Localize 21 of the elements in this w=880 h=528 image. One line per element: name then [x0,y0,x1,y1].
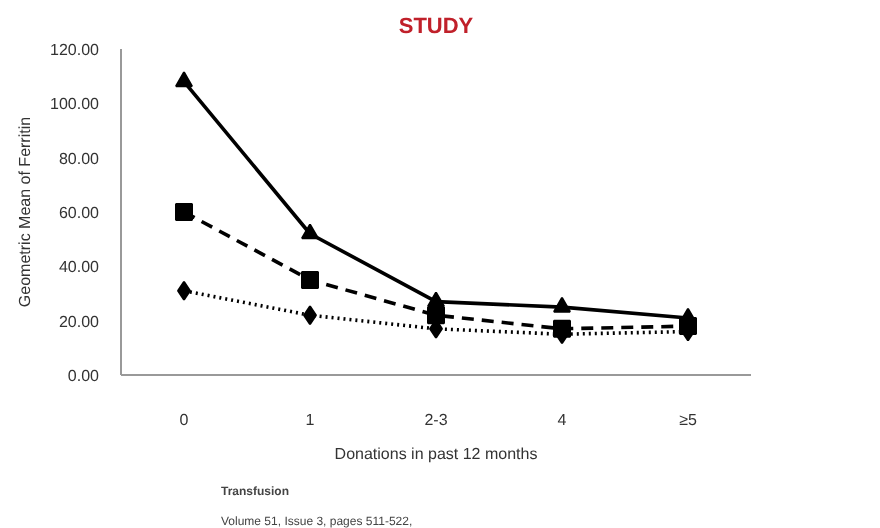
chart-title: STUDY [398,15,475,39]
point [553,296,571,313]
y-tick-label: 0.00 [67,367,101,385]
point [175,71,193,88]
x-tick-label: 1 [305,411,316,429]
point [175,203,193,221]
point [301,270,319,289]
y-tick-label: 80.00 [58,149,101,168]
point [301,223,319,240]
y-axis-title: Geometric Mean of Ferritin [16,116,35,308]
y-tick-label: 60.00 [58,204,101,222]
x-tick-label: 4 [557,411,568,429]
point [427,306,445,325]
y-tick-label: 20.00 [58,312,101,331]
x-tick-label: ≥5 [679,411,698,429]
x-axis-title: Donations in past 12 months [334,445,538,463]
y-tick-label: 40.00 [58,258,101,277]
y-tick-label: 100.00 [50,95,101,114]
y-tick-label: 120.00 [50,41,101,59]
x-tick-label: 0 [179,411,190,429]
x-tick-label: 2-3 [424,411,449,429]
